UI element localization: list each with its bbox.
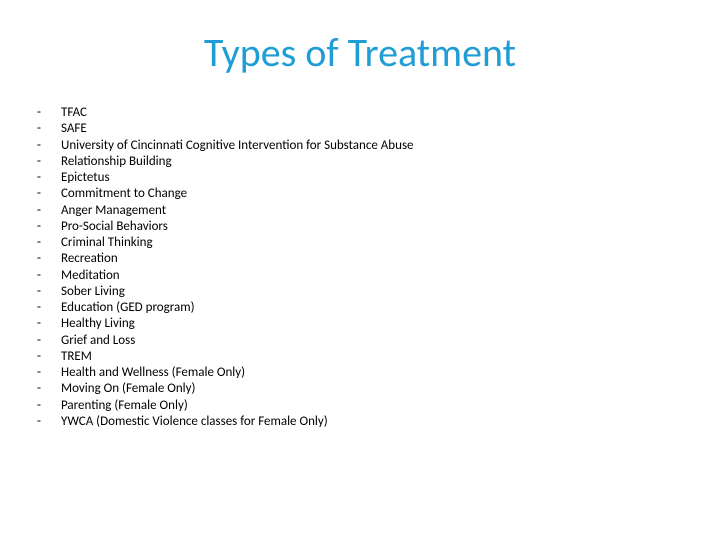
list-item: -TREM	[35, 349, 685, 365]
slide-container: Types of Treatment -TFAC-SAFE-University…	[0, 0, 720, 540]
bullet-icon: -	[35, 219, 61, 235]
list-item-label: Anger Management	[61, 203, 685, 219]
list-item-label: Parenting (Female Only)	[61, 398, 685, 414]
list-item: -Commitment to Change	[35, 186, 685, 202]
list-item: -Moving On (Female Only)	[35, 381, 685, 397]
list-item-label: Commitment to Change	[61, 186, 685, 202]
bullet-icon: -	[35, 203, 61, 219]
list-item: -Relationship Building	[35, 154, 685, 170]
list-item-label: Relationship Building	[61, 154, 685, 170]
list-item: -Grief and Loss	[35, 333, 685, 349]
list-item: -Recreation	[35, 251, 685, 267]
list-item: -Healthy Living	[35, 316, 685, 332]
list-item: -SAFE	[35, 121, 685, 137]
list-item-label: Education (GED program)	[61, 300, 685, 316]
bullet-icon: -	[35, 316, 61, 332]
bullet-icon: -	[35, 138, 61, 154]
bullet-icon: -	[35, 121, 61, 137]
page-title: Types of Treatment	[35, 28, 685, 77]
list-item: -Criminal Thinking	[35, 235, 685, 251]
bullet-icon: -	[35, 284, 61, 300]
bullet-icon: -	[35, 251, 61, 267]
list-item-label: Healthy Living	[61, 316, 685, 332]
list-item-label: Health and Wellness (Female Only)	[61, 365, 685, 381]
bullet-icon: -	[35, 349, 61, 365]
list-item: -University of Cincinnati Cognitive Inte…	[35, 138, 685, 154]
bullet-icon: -	[35, 186, 61, 202]
list-item: -Epictetus	[35, 170, 685, 186]
bullet-icon: -	[35, 268, 61, 284]
list-item-label: YWCA (Domestic Violence classes for Fema…	[61, 414, 685, 430]
list-item-label: Moving On (Female Only)	[61, 381, 685, 397]
bullet-icon: -	[35, 105, 61, 121]
list-item-label: Meditation	[61, 268, 685, 284]
bullet-icon: -	[35, 365, 61, 381]
list-item-label: University of Cincinnati Cognitive Inter…	[61, 138, 685, 154]
list-item-label: Sober Living	[61, 284, 685, 300]
list-item: -TFAC	[35, 105, 685, 121]
list-item: -YWCA (Domestic Violence classes for Fem…	[35, 414, 685, 430]
list-item-label: Recreation	[61, 251, 685, 267]
list-item: -Health and Wellness (Female Only)	[35, 365, 685, 381]
bullet-icon: -	[35, 154, 61, 170]
list-item-label: TFAC	[61, 105, 685, 121]
list-item-label: TREM	[61, 349, 685, 365]
bullet-icon: -	[35, 414, 61, 430]
bullet-icon: -	[35, 381, 61, 397]
list-item: -Sober Living	[35, 284, 685, 300]
list-item: -Education (GED program)	[35, 300, 685, 316]
list-item: -Parenting (Female Only)	[35, 398, 685, 414]
bullet-icon: -	[35, 170, 61, 186]
list-item-label: Epictetus	[61, 170, 685, 186]
list-item-label: Criminal Thinking	[61, 235, 685, 251]
list-item: -Anger Management	[35, 203, 685, 219]
treatment-list: -TFAC-SAFE-University of Cincinnati Cogn…	[35, 105, 685, 430]
list-item-label: SAFE	[61, 121, 685, 137]
bullet-icon: -	[35, 235, 61, 251]
bullet-icon: -	[35, 333, 61, 349]
list-item-label: Pro-Social Behaviors	[61, 219, 685, 235]
bullet-icon: -	[35, 300, 61, 316]
bullet-icon: -	[35, 398, 61, 414]
list-item: -Meditation	[35, 268, 685, 284]
list-item: -Pro-Social Behaviors	[35, 219, 685, 235]
list-item-label: Grief and Loss	[61, 333, 685, 349]
